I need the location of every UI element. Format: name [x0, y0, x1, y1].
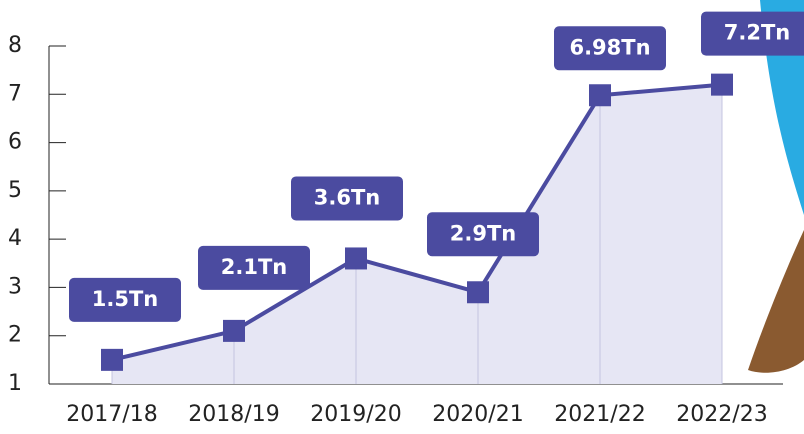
y-tick-label: 5 [8, 178, 22, 203]
x-tick-label: 2018/19 [188, 402, 279, 427]
value-label: 1.5Tn [92, 287, 158, 311]
value-label: 2.1Tn [221, 255, 287, 279]
value-label: 3.6Tn [314, 185, 380, 209]
marker [711, 74, 733, 96]
y-tick-label: 1 [8, 371, 22, 396]
marker [101, 349, 123, 371]
x-tick-label: 2021/22 [554, 402, 645, 427]
marker [345, 247, 367, 269]
marker [223, 320, 245, 342]
x-tick-label: 2022/23 [676, 402, 767, 427]
y-tick-label: 3 [8, 274, 22, 299]
y-tick-label: 2 [8, 323, 22, 348]
x-tick-label: 2019/20 [310, 402, 401, 427]
decor-figure [748, 230, 804, 373]
marker [467, 281, 489, 303]
value-label: 6.98Tn [569, 35, 650, 59]
value-label: 2.9Tn [450, 221, 516, 245]
value-label: 7.2Tn [724, 21, 790, 45]
x-tick-label: 2020/21 [432, 402, 523, 427]
y-tick-label: 8 [8, 33, 22, 58]
y-tick-label: 7 [8, 81, 22, 106]
chart: 1 2 3 4 5 6 7 8 2017/18 2018/19 2019/20 2020/21 2021… [0, 0, 804, 434]
y-tick-label: 6 [8, 130, 22, 155]
marker [589, 84, 611, 106]
y-tick-label: 4 [8, 226, 22, 251]
x-tick-label: 2017/18 [66, 402, 157, 427]
